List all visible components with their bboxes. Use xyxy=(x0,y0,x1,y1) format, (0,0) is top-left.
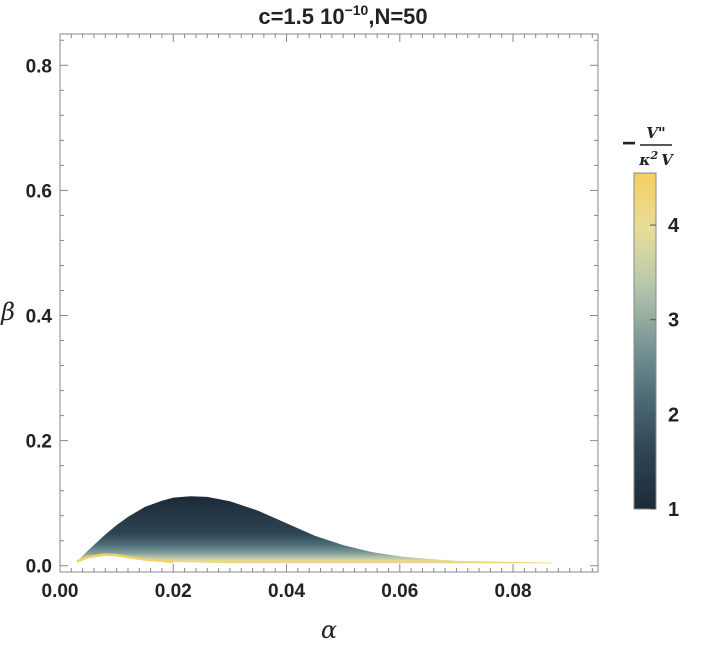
colorbar-tick-label: 1 xyxy=(668,499,679,521)
frame-ticks xyxy=(59,34,598,572)
y-tick-label: 0.4 xyxy=(26,307,53,328)
colorbar-label-numerator: V" xyxy=(646,124,665,142)
colorbar xyxy=(633,172,657,510)
x-tick-label: 0.06 xyxy=(381,581,418,602)
x-tick-label: 0.08 xyxy=(495,581,532,602)
y-axis-label: β xyxy=(0,298,15,326)
colorbar-tick-label: 4 xyxy=(668,215,680,237)
data-region-fill xyxy=(77,496,553,564)
y-tick-label: 0.2 xyxy=(26,432,52,453)
x-tick-label: 0.02 xyxy=(155,581,192,602)
data-region-edge xyxy=(76,553,174,564)
data-region xyxy=(76,496,553,564)
x-axis-label: α xyxy=(321,616,337,644)
colorbar-tick-label: 2 xyxy=(668,404,679,426)
colorbar-ticks: 1 2 3 4 xyxy=(650,215,680,521)
colorbar-legend-label: − V" κ2 V xyxy=(622,124,674,169)
y-tick-label: 0.8 xyxy=(26,56,52,77)
colorbar-tick-label: 3 xyxy=(668,310,679,332)
chart-title: c=1.5 10−10,N=50 xyxy=(258,2,427,29)
y-tick-label: 0.0 xyxy=(26,557,52,578)
plot-frame xyxy=(59,33,599,573)
colorbar-label-minus: − xyxy=(622,130,636,157)
x-tick-label: 0.00 xyxy=(42,581,79,602)
y-tick-labels: 0.0 0.2 0.4 0.6 0.8 xyxy=(26,56,53,577)
x-tick-label: 0.04 xyxy=(268,581,305,602)
x-tick-labels: 0.00 0.02 0.04 0.06 0.08 xyxy=(42,581,532,602)
y-tick-label: 0.6 xyxy=(26,181,52,202)
colorbar-label-denominator: κ2 V xyxy=(638,149,674,169)
